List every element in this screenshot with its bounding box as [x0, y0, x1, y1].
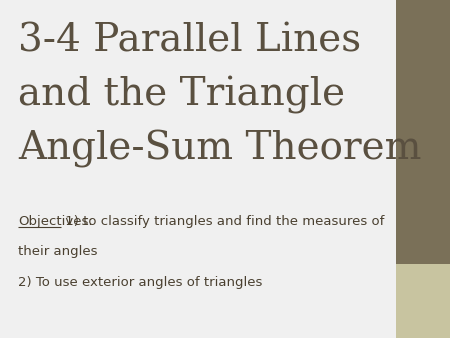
Bar [396, 0, 450, 264]
Text: 1) to classify triangles and find the measures of: 1) to classify triangles and find the me… [61, 215, 384, 228]
Text: Objectives:: Objectives: [18, 215, 93, 228]
Bar [396, 264, 450, 338]
Text: 2) To use exterior angles of triangles: 2) To use exterior angles of triangles [18, 276, 262, 289]
Text: 3-4 Parallel Lines: 3-4 Parallel Lines [18, 22, 361, 59]
Text: and the Triangle: and the Triangle [18, 76, 345, 114]
Text: Angle-Sum Theorem: Angle-Sum Theorem [18, 130, 422, 168]
Text: their angles: their angles [18, 245, 98, 258]
